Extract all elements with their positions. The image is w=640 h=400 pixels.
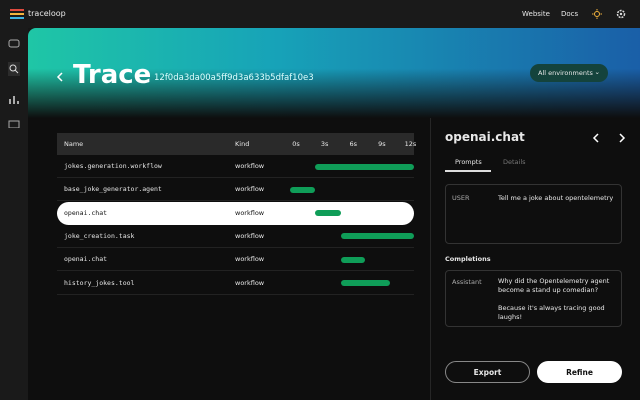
span-bar xyxy=(340,280,391,286)
tab[interactable]: Prompts xyxy=(455,158,482,166)
prompt-text: Tell me a joke about opentelemetry xyxy=(498,194,614,202)
table-header xyxy=(57,133,414,155)
span-kind: workflow xyxy=(235,208,265,217)
completion-text: Because it's always tracing good laughs! xyxy=(498,304,605,321)
span-bar xyxy=(290,186,315,193)
sidebar xyxy=(0,28,28,400)
tab-indicator xyxy=(445,170,491,172)
page-title: Trace xyxy=(73,60,152,90)
span-row[interactable] xyxy=(57,178,414,202)
nav-link[interactable]: Website xyxy=(522,10,550,18)
section-title: Completions xyxy=(445,255,491,263)
nav-link[interactable]: Docs xyxy=(561,10,579,18)
panel-nav[interactable] xyxy=(591,133,631,143)
filter-label: All environments xyxy=(538,69,593,77)
divider xyxy=(430,118,431,400)
completion-text: Why did the Opentelemetry agent become a… xyxy=(498,277,610,294)
span-bar xyxy=(340,233,414,240)
completion-box xyxy=(445,270,622,327)
sidebar-icons[interactable] xyxy=(8,38,20,128)
time-tick: 0s xyxy=(292,140,300,148)
span-kind: workflow xyxy=(235,255,265,264)
brand: traceloop xyxy=(28,9,66,18)
span-name: history_jokes.tool xyxy=(64,278,135,287)
refine-button[interactable]: Refine xyxy=(537,361,622,383)
panel-title: openai.chat xyxy=(445,130,525,144)
span-row[interactable] xyxy=(57,155,414,178)
span-bar xyxy=(314,210,341,217)
span-kind: workflow xyxy=(235,162,265,170)
trace-id: 12f0da3da00a5ff9d3a633b5dfaf10e3 xyxy=(154,73,314,83)
top-bar: traceloop Website Docs xyxy=(0,0,640,28)
column-header: Kind xyxy=(235,140,250,148)
tab[interactable]: Details xyxy=(503,158,526,166)
completion-role: Assistant xyxy=(452,278,482,286)
span-name: jokes.generation.workflow xyxy=(64,162,162,170)
span-kind: workflow xyxy=(235,278,265,287)
trace-card: Trace 12f0da3da00a5ff9d3a633b5dfaf10e3 A… xyxy=(28,28,640,400)
settings[interactable] xyxy=(616,9,626,19)
span-kind: workflow xyxy=(235,185,265,194)
span-bar xyxy=(340,256,366,263)
time-tick: 9s xyxy=(378,140,386,148)
span-name: base_joke_generator.agent xyxy=(64,185,162,194)
span-kind: workflow xyxy=(235,231,265,240)
span-row[interactable] xyxy=(57,225,414,248)
theme-toggle[interactable] xyxy=(592,9,602,19)
environment-filter[interactable]: All environments ⌄ xyxy=(530,64,608,82)
span-row[interactable] xyxy=(57,272,414,295)
export-button[interactable]: Export xyxy=(445,361,530,383)
prompt-box xyxy=(445,184,622,244)
prompt-role: USER xyxy=(452,194,470,202)
time-tick: 6s xyxy=(349,140,357,148)
span-name: openai.chat xyxy=(64,208,108,217)
time-tick: 12s xyxy=(404,140,417,148)
span-name: openai.chat xyxy=(64,255,108,264)
span-bar xyxy=(314,163,414,170)
logo xyxy=(10,9,24,19)
span-name: joke_creation.task xyxy=(64,231,135,240)
back-button[interactable] xyxy=(56,72,64,82)
column-header: Name xyxy=(64,140,84,148)
time-tick: 3s xyxy=(320,140,329,148)
span-row[interactable] xyxy=(57,201,414,225)
span-row[interactable] xyxy=(57,248,414,272)
